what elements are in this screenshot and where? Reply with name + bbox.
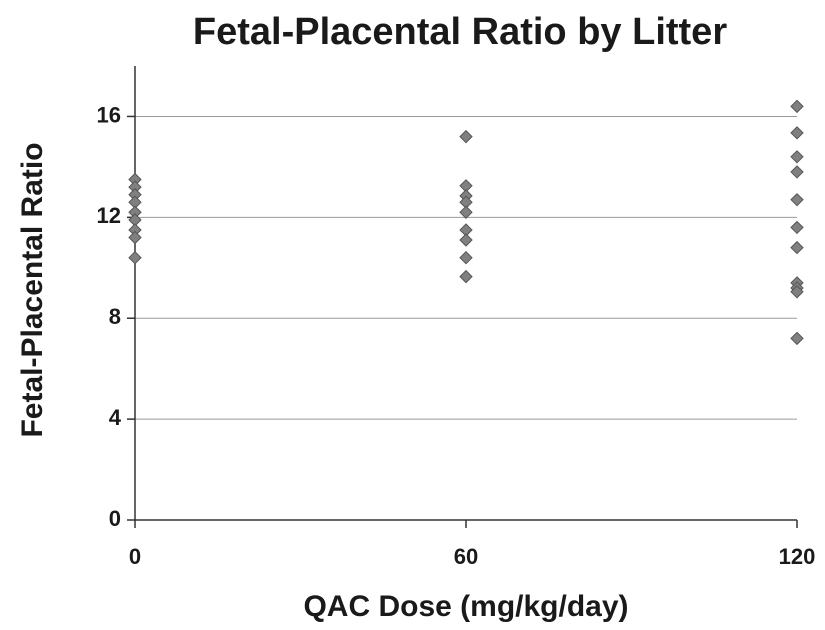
point	[459, 205, 473, 219]
point	[790, 192, 804, 207]
x-axis-label: QAC Dose (mg/kg/day)	[303, 590, 628, 623]
point	[790, 99, 804, 114]
y-axis-label: Fetal-Placental Ratio	[16, 142, 49, 437]
y-tick-label: 0	[109, 506, 121, 531]
x-tick-label: 60	[454, 544, 478, 569]
point	[459, 129, 473, 144]
point	[128, 230, 142, 245]
point	[790, 220, 804, 235]
point	[790, 165, 804, 179]
chart-title: Fetal-Placental Ratio by Litter	[193, 11, 727, 53]
point	[790, 285, 804, 299]
point	[790, 331, 804, 346]
y-tick-label: 4	[109, 405, 122, 430]
point	[790, 126, 804, 140]
y-tick-label: 12	[97, 203, 121, 228]
y-tick-label: 8	[109, 304, 121, 329]
point	[459, 250, 473, 265]
x-tick-label: 0	[129, 544, 141, 569]
point	[459, 233, 473, 247]
point	[128, 250, 142, 265]
x-tick-label: 120	[779, 544, 816, 569]
y-tick-label: 16	[97, 102, 121, 127]
point	[790, 150, 804, 164]
point	[459, 269, 473, 284]
point	[790, 240, 804, 255]
